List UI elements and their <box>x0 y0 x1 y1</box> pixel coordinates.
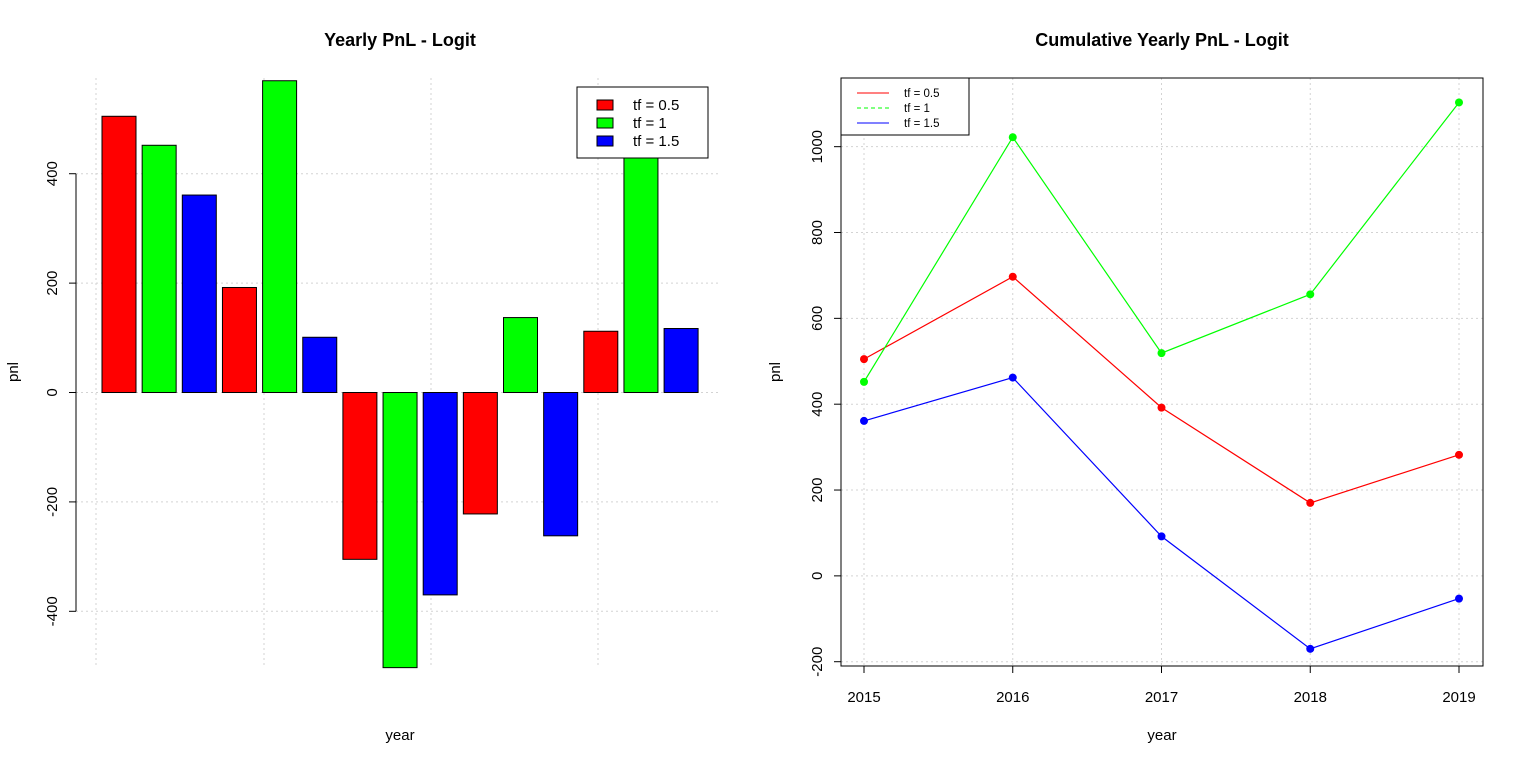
line-x-tick-label: 2017 <box>1145 689 1178 706</box>
bar <box>503 317 538 394</box>
line-y-tick-label: 1000 <box>809 130 826 163</box>
line-chart-y-axis: -200 0 200 400 600 800 1000 <box>809 130 841 677</box>
line-chart-title: Cumulative Yearly PnL - Logit <box>1035 30 1288 50</box>
line-chart-grid <box>841 78 1483 666</box>
line-point <box>1455 594 1463 603</box>
bar-y-tick-label: -400 <box>44 596 61 626</box>
line-point <box>1157 349 1166 358</box>
line-x-tick-label: 2015 <box>847 689 880 706</box>
line-legend-box <box>840 77 970 136</box>
bar <box>583 330 619 394</box>
bar-legend-label: tf = 1.5 <box>633 133 679 150</box>
bar <box>543 392 579 537</box>
line-chart-x-axis-label: year <box>1147 727 1176 744</box>
bar-chart-legend: tf = 0.5tf = 1tf = 1.5 <box>576 86 709 159</box>
line-chart-y-axis-label: pnl <box>767 362 784 382</box>
line-chart-series <box>860 98 1463 653</box>
line-point <box>1455 98 1463 107</box>
bar-legend-swatch <box>596 99 614 111</box>
bar-chart-y-axis: -400 -200 0 200 400 <box>44 161 77 626</box>
bar-y-tick-label: -200 <box>44 487 61 517</box>
line-point <box>860 377 868 386</box>
bar-chart-title: Yearly PnL - Logit <box>324 30 476 50</box>
line-point <box>1306 498 1315 507</box>
bar <box>663 328 699 394</box>
line-y-tick-label: 600 <box>809 306 826 331</box>
line-legend-label: tf = 1.5 <box>904 118 939 130</box>
bar-chart-y-axis-label: pnl <box>5 362 22 382</box>
line-x-tick-label: 2019 <box>1442 689 1475 706</box>
bar <box>462 392 498 515</box>
bar-y-tick-label: 0 <box>44 388 61 396</box>
bar-y-tick-label: 400 <box>44 161 61 186</box>
line-point <box>860 355 868 364</box>
line-y-tick-label: -200 <box>809 647 826 677</box>
line-chart-panel: Cumulative Yearly PnL - Logit -200 0 200 40… <box>767 30 1484 744</box>
bar <box>342 392 378 560</box>
line-point <box>1008 133 1017 142</box>
bar <box>382 392 418 669</box>
line-legend-label: tf = 0.5 <box>904 88 939 100</box>
line-point <box>1008 272 1017 281</box>
bar <box>623 156 659 394</box>
line-chart-plot-frame <box>840 77 1484 667</box>
line-y-tick-label: 400 <box>809 392 826 417</box>
bar-legend-swatch <box>596 135 614 147</box>
line-y-tick-label: 200 <box>809 478 826 503</box>
line-point <box>1008 373 1017 382</box>
line-point <box>1306 290 1315 299</box>
bar <box>422 392 458 596</box>
line-point <box>1455 450 1463 459</box>
bar <box>101 115 137 394</box>
bar <box>141 144 177 394</box>
bar-chart-bars <box>101 80 699 669</box>
line-point <box>1157 532 1166 541</box>
line-legend-label: tf = 1 <box>904 103 930 115</box>
bar-legend-label: tf = 1 <box>633 115 667 132</box>
line-chart-legend: tf = 0.5 tf = 1 tf = 1.5 <box>840 77 970 136</box>
line-y-tick-label: 800 <box>809 220 826 245</box>
line-point <box>860 416 868 425</box>
line-x-tick-label: 2016 <box>996 689 1029 706</box>
line-x-tick-label: 2018 <box>1294 689 1327 706</box>
bar <box>221 286 257 394</box>
line-chart-x-axis: 2015 2016 2017 2018 2019 <box>847 666 1476 706</box>
bar <box>181 194 217 394</box>
line-point <box>1306 644 1315 653</box>
bar-legend-swatch <box>596 117 614 129</box>
bar-legend-label: tf = 0.5 <box>633 97 679 114</box>
line-point <box>1157 403 1166 412</box>
bar-chart-x-axis-label: year <box>385 727 414 744</box>
line-y-tick-label: 0 <box>809 572 826 580</box>
bar <box>262 80 298 394</box>
bar <box>302 336 338 394</box>
bar-y-tick-label: 200 <box>44 271 61 296</box>
